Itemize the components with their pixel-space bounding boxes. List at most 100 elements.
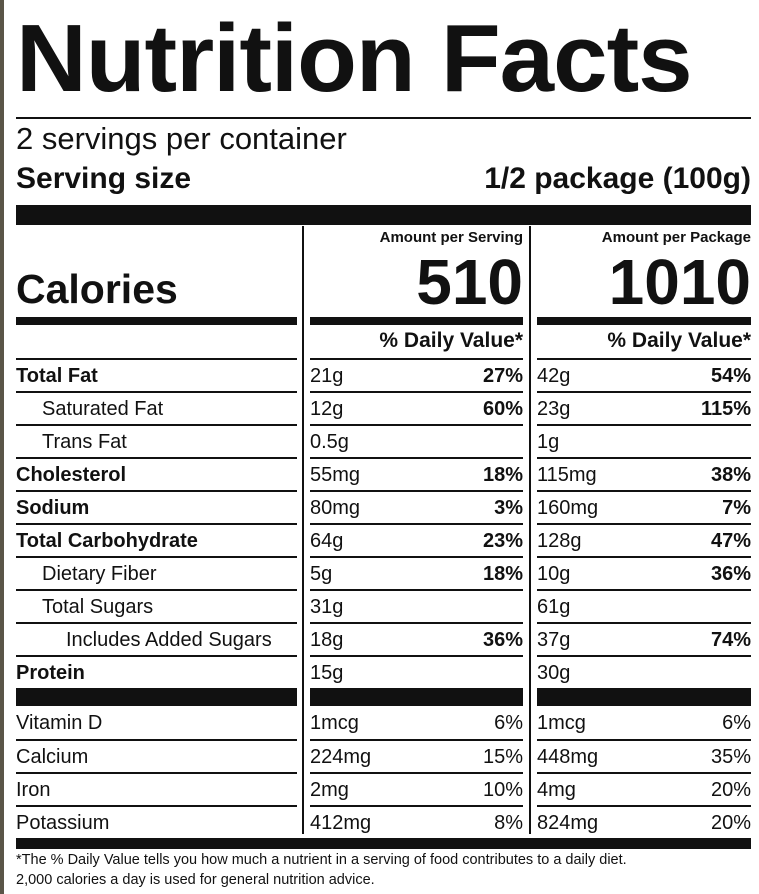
package-dv: 20% xyxy=(710,812,751,834)
package-amount: 10g xyxy=(537,563,571,585)
servings-per-container: 2 servings per container xyxy=(16,121,347,156)
package-amount: 1mcg xyxy=(537,712,586,734)
label-title: Nutrition Facts xyxy=(16,5,693,112)
serving-cell: 1mcg 6% xyxy=(310,706,523,739)
package-amount: 448mg xyxy=(537,746,599,768)
nutrient-name-cell: Calcium xyxy=(16,739,297,772)
nutrient-row: Saturated Fat 12g 60% 23g 115% xyxy=(16,391,751,424)
package-amount: 42g xyxy=(537,365,571,387)
calories-per-serving: 510 xyxy=(416,246,523,318)
nutrient-name-cell: Includes Added Sugars xyxy=(16,622,297,655)
package-cell: 30g xyxy=(537,655,751,688)
serving-amount: 12g xyxy=(310,398,344,420)
nutrient-row: Calcium 224mg 15% 448mg 35% xyxy=(16,739,751,772)
serving-dv: 3% xyxy=(494,497,523,519)
daily-value-header: % Daily Value* xyxy=(607,329,751,352)
serving-amount: 64g xyxy=(310,530,344,552)
nutrient-name: Includes Added Sugars xyxy=(66,629,272,651)
serving-amount: 0.5g xyxy=(310,431,349,453)
serving-column-header: Amount per Serving xyxy=(379,229,523,246)
thick-bar xyxy=(16,688,751,706)
serving-amount: 15g xyxy=(310,662,344,684)
package-cell: 448mg 35% xyxy=(537,739,751,772)
serving-cell: 21g 27% xyxy=(310,358,523,391)
serving-amount: 31g xyxy=(310,596,344,618)
serving-cell: 15g xyxy=(310,655,523,688)
serving-dv: 27% xyxy=(482,365,523,387)
nutrient-row: Sodium 80mg 3% 160mg 7% xyxy=(16,490,751,523)
nutrient-name-cell: Dietary Fiber xyxy=(16,556,297,589)
package-dv: 47% xyxy=(710,530,751,552)
package-cell: 61g xyxy=(537,589,751,622)
package-cell: 23g 115% xyxy=(537,391,751,424)
serving-dv: 6% xyxy=(494,712,523,734)
serving-dv: 23% xyxy=(482,530,523,552)
serving-amount: 21g xyxy=(310,365,344,387)
package-amount: 23g xyxy=(537,398,571,420)
nutrient-row: Total Carbohydrate 64g 23% 128g 47% xyxy=(16,523,751,556)
serving-dv: 36% xyxy=(482,629,523,651)
package-cell: 128g 47% xyxy=(537,523,751,556)
nutrient-name-cell: Sodium xyxy=(16,490,297,523)
serving-amount: 224mg xyxy=(310,746,372,768)
package-cell: 4mg 20% xyxy=(537,772,751,805)
footnote-line: *The % Daily Value tells you how much a … xyxy=(16,852,627,868)
serving-cell: 0.5g xyxy=(310,424,523,457)
serving-cell: 224mg 15% xyxy=(310,739,523,772)
serving-dv: 18% xyxy=(482,563,523,585)
serving-dv: 10% xyxy=(482,779,523,801)
nutrient-row: Vitamin D 1mcg 6% 1mcg 6% xyxy=(16,706,751,739)
nutrient-name-cell: Vitamin D xyxy=(16,706,297,739)
nutrient-row: Cholesterol 55mg 18% 115mg 38% xyxy=(16,457,751,490)
column-divider xyxy=(302,226,304,834)
daily-value-header: % Daily Value* xyxy=(379,329,523,352)
nutrient-name: Iron xyxy=(16,779,51,801)
package-cell: 10g 36% xyxy=(537,556,751,589)
nutrient-row: Total Fat 21g 27% 42g 54% xyxy=(16,358,751,391)
nutrient-name-cell: Saturated Fat xyxy=(16,391,297,424)
serving-amount: 80mg xyxy=(310,497,361,519)
package-cell: 37g 74% xyxy=(537,622,751,655)
nutrient-table: Total Fat 21g 27% 42g 54% Saturated Fat 12g… xyxy=(16,358,751,849)
package-cell: 42g 54% xyxy=(537,358,751,391)
nutrient-name: Saturated Fat xyxy=(42,398,164,420)
nutrient-name: Total Sugars xyxy=(42,596,154,618)
package-amount: 128g xyxy=(537,530,582,552)
nutrient-row: Protein 15g 30g xyxy=(16,655,751,688)
serving-dv: 8% xyxy=(494,812,523,834)
serving-dv: 18% xyxy=(482,464,523,486)
serving-amount: 18g xyxy=(310,629,344,651)
package-dv: 7% xyxy=(722,497,751,519)
serving-dv: 15% xyxy=(482,746,523,768)
serving-cell: 2mg 10% xyxy=(310,772,523,805)
nutrient-name-cell: Iron xyxy=(16,772,297,805)
serving-amount: 2mg xyxy=(310,779,349,801)
serving-cell: 64g 23% xyxy=(310,523,523,556)
footnote: *The % Daily Value tells you how much a … xyxy=(16,850,627,890)
package-amount: 824mg xyxy=(537,812,599,834)
nutrient-name: Trans Fat xyxy=(42,431,127,453)
serving-amount: 1mcg xyxy=(310,712,359,734)
serving-cell: 31g xyxy=(310,589,523,622)
calories-per-package: 1010 xyxy=(608,246,751,318)
serving-size-label: Serving size xyxy=(16,162,192,195)
serving-amount: 412mg xyxy=(310,812,372,834)
package-dv: 6% xyxy=(722,712,751,734)
nutrient-name-cell: Total Carbohydrate xyxy=(16,523,297,556)
package-cell: 160mg 7% xyxy=(537,490,751,523)
package-cell: 1g xyxy=(537,424,751,457)
serving-size: Serving size 1/2 package (100g) xyxy=(16,160,751,198)
nutrient-name-cell: Total Fat xyxy=(16,358,297,391)
nutrient-name-cell: Total Sugars xyxy=(16,589,297,622)
serving-amount: 55mg xyxy=(310,464,361,486)
serving-cell: 5g 18% xyxy=(310,556,523,589)
serving-size-value: 1/2 package (100g) xyxy=(484,162,751,195)
serving-cell: 12g 60% xyxy=(310,391,523,424)
nutrient-name: Potassium xyxy=(16,812,110,834)
package-cell: 1mcg 6% xyxy=(537,706,751,739)
nutrient-row: Trans Fat 0.5g 1g xyxy=(16,424,751,457)
calories-bar xyxy=(16,317,297,325)
calories-bar xyxy=(537,317,751,325)
package-dv: 20% xyxy=(710,779,751,801)
thick-bar xyxy=(16,205,751,225)
